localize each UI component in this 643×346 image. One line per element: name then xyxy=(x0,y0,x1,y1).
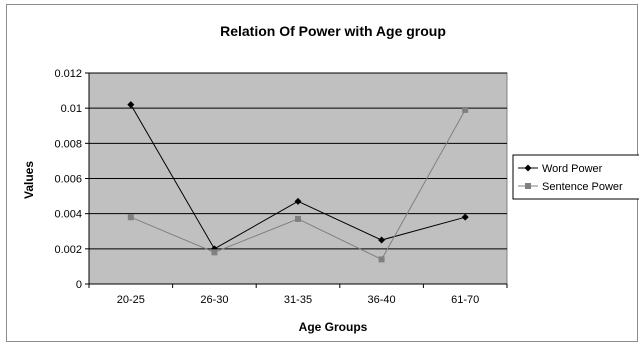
data-point xyxy=(378,256,385,263)
legend-label: Word Power xyxy=(542,163,603,175)
x-tick-label: 26-30 xyxy=(200,294,228,306)
y-tick-label: 0.004 xyxy=(54,209,82,221)
data-point xyxy=(378,236,386,244)
x-tick-label: 31-35 xyxy=(284,294,312,306)
y-tick-label: 0.008 xyxy=(54,138,82,150)
data-point xyxy=(127,214,134,221)
series-1 xyxy=(127,106,469,263)
x-tick-label: 20-25 xyxy=(117,294,145,306)
series-layer xyxy=(127,101,469,263)
data-point xyxy=(461,213,469,221)
y-axis-ticks: 0 0.002 0.004 0.006 0.008 0.01 0.012 xyxy=(54,68,90,291)
legend: Word Power Sentence Power xyxy=(512,154,639,200)
data-point xyxy=(295,215,301,222)
x-tick-label: 61-70 xyxy=(451,294,479,306)
legend-marker xyxy=(525,183,531,189)
line-chart: Relation Of Power with Age group 00.0020… xyxy=(22,23,639,334)
legend-label: Sentence Power xyxy=(542,181,623,193)
y-axis-title: Values xyxy=(22,161,36,199)
data-point xyxy=(462,106,469,113)
legend-item: Word Power xyxy=(518,163,603,175)
chart-frame: Relation Of Power with Age group 0 0.002 0… xyxy=(6,4,639,342)
x-tick-label: 36-40 xyxy=(368,294,396,306)
data-point xyxy=(127,101,135,109)
y-tick-label: 0 xyxy=(76,279,82,291)
legend-marker xyxy=(524,164,532,172)
gridlines xyxy=(89,72,507,250)
y-tick-label: 0.01 xyxy=(61,103,82,115)
x-axis-title: Age Groups xyxy=(299,320,368,334)
y-tick-label: 0.012 xyxy=(54,68,82,80)
x-axis-ticks: 20-25 26-30 31-35 36-40 61-70 xyxy=(88,283,508,306)
y-tick-label: 0.002 xyxy=(54,244,82,256)
data-point xyxy=(294,197,302,205)
legend-item: Sentence Power xyxy=(518,181,623,193)
y-tick-label: 0.006 xyxy=(54,174,82,186)
data-point xyxy=(211,249,218,256)
legend-box xyxy=(512,154,639,200)
chart-title: Relation Of Power with Age group xyxy=(220,23,446,39)
